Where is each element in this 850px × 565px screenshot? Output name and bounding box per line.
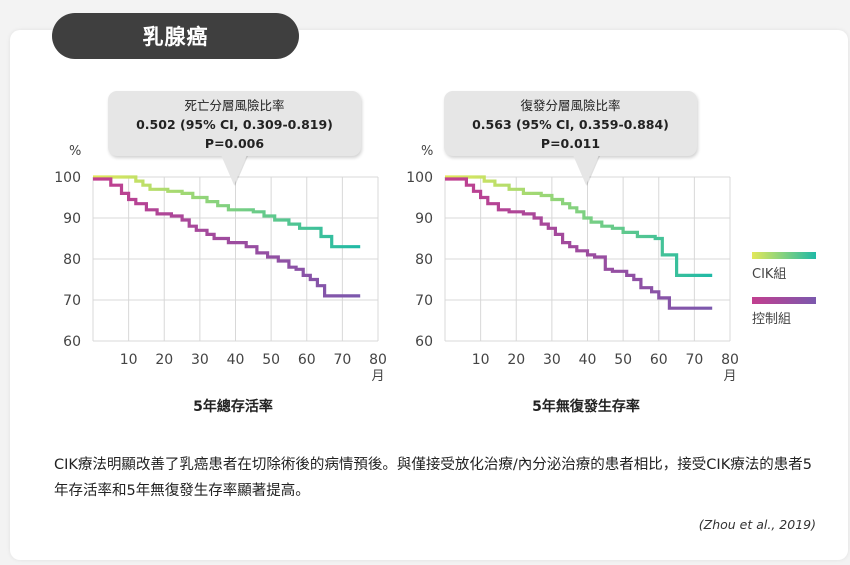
y-tick-label: 60	[415, 334, 433, 350]
y-tick-label: 80	[415, 252, 433, 268]
x-tick-label: 10	[120, 352, 138, 368]
bubble-p-value: P=0.011	[540, 136, 601, 151]
legend-item-cik: CIK組	[752, 252, 816, 282]
grid	[444, 176, 731, 342]
x-tick-label: 30	[543, 352, 561, 368]
x-tick-label: 80	[721, 352, 739, 368]
hazard-ratio-bubble-os: 死亡分層風險比率 0.502 (95% CI, 0.309-0.819) P=0…	[108, 91, 361, 186]
y-tick-label: 70	[63, 293, 81, 309]
x-tick-label: 80	[369, 352, 387, 368]
legend-label-cik: CIK組	[752, 267, 787, 282]
y-tick-label: 80	[63, 252, 81, 268]
legend-label-control: 控制組	[752, 312, 792, 327]
legend-swatch-cik	[752, 252, 816, 259]
legend-item-control: 控制組	[752, 297, 816, 327]
x-tick-label: 30	[191, 352, 209, 368]
description-text: CIK療法明顯改善了乳癌患者在切除術後的病情預後。與僅接受放化治療/內分泌治療的…	[54, 457, 812, 499]
legend-swatch-control	[752, 297, 816, 304]
x-tick-label: 70	[685, 352, 703, 368]
y-tick-label: 100	[54, 170, 81, 186]
chart-title-os: 5年總存活率	[193, 399, 273, 415]
overall-survival-chart: 60 70 80 90 100 10 20 30 40 50 60 70 80% 月	[54, 144, 387, 384]
chart-title-rfs: 5年無復發生存率	[532, 399, 640, 415]
page-title: 乳腺癌	[52, 13, 299, 59]
y-tick-label: 90	[415, 211, 433, 227]
series-line-cik	[93, 175, 361, 249]
y-tick-label: 60	[63, 334, 81, 350]
x-tick-label: 50	[614, 352, 632, 368]
x-tick-label: 10	[472, 352, 490, 368]
series-line-control	[445, 177, 713, 310]
x-tick-label: 50	[262, 352, 280, 368]
relapse-free-survival-chart: 60 70 80 90 100 10 20 30 40 50 60 70 80% 月	[406, 144, 739, 384]
x-tick-label: 60	[298, 352, 316, 368]
x-tick-label: 60	[650, 352, 668, 368]
x-tick-label: 20	[155, 352, 173, 368]
series-line-cik	[445, 175, 713, 277]
y-tick-label: 70	[415, 293, 433, 309]
bubble-title: 復發分層風險比率	[520, 98, 621, 113]
series-line-control	[93, 177, 361, 298]
y-unit-label: %	[421, 144, 433, 159]
grid	[92, 176, 379, 342]
bubble-p-value: P=0.006	[204, 136, 265, 151]
x-unit-label: 月	[723, 369, 736, 384]
hazard-ratio-bubble-rfs: 復發分層風險比率 0.563 (95% CI, 0.359-0.884) P=0…	[444, 91, 697, 186]
y-unit-label: %	[69, 144, 81, 159]
x-tick-label: 70	[333, 352, 351, 368]
x-unit-label: 月	[371, 369, 384, 384]
bubble-stat: 0.502 (95% CI, 0.309-0.819)	[136, 117, 333, 132]
bubble-title: 死亡分層風險比率	[184, 98, 285, 113]
x-tick-label: 40	[227, 352, 245, 368]
citation: (Zhou et al., 2019)	[698, 517, 816, 532]
y-tick-label: 90	[63, 211, 81, 227]
x-tick-label: 40	[579, 352, 597, 368]
x-tick-label: 20	[507, 352, 525, 368]
bubble-stat: 0.563 (95% CI, 0.359-0.884)	[472, 117, 669, 132]
y-tick-label: 100	[406, 170, 433, 186]
